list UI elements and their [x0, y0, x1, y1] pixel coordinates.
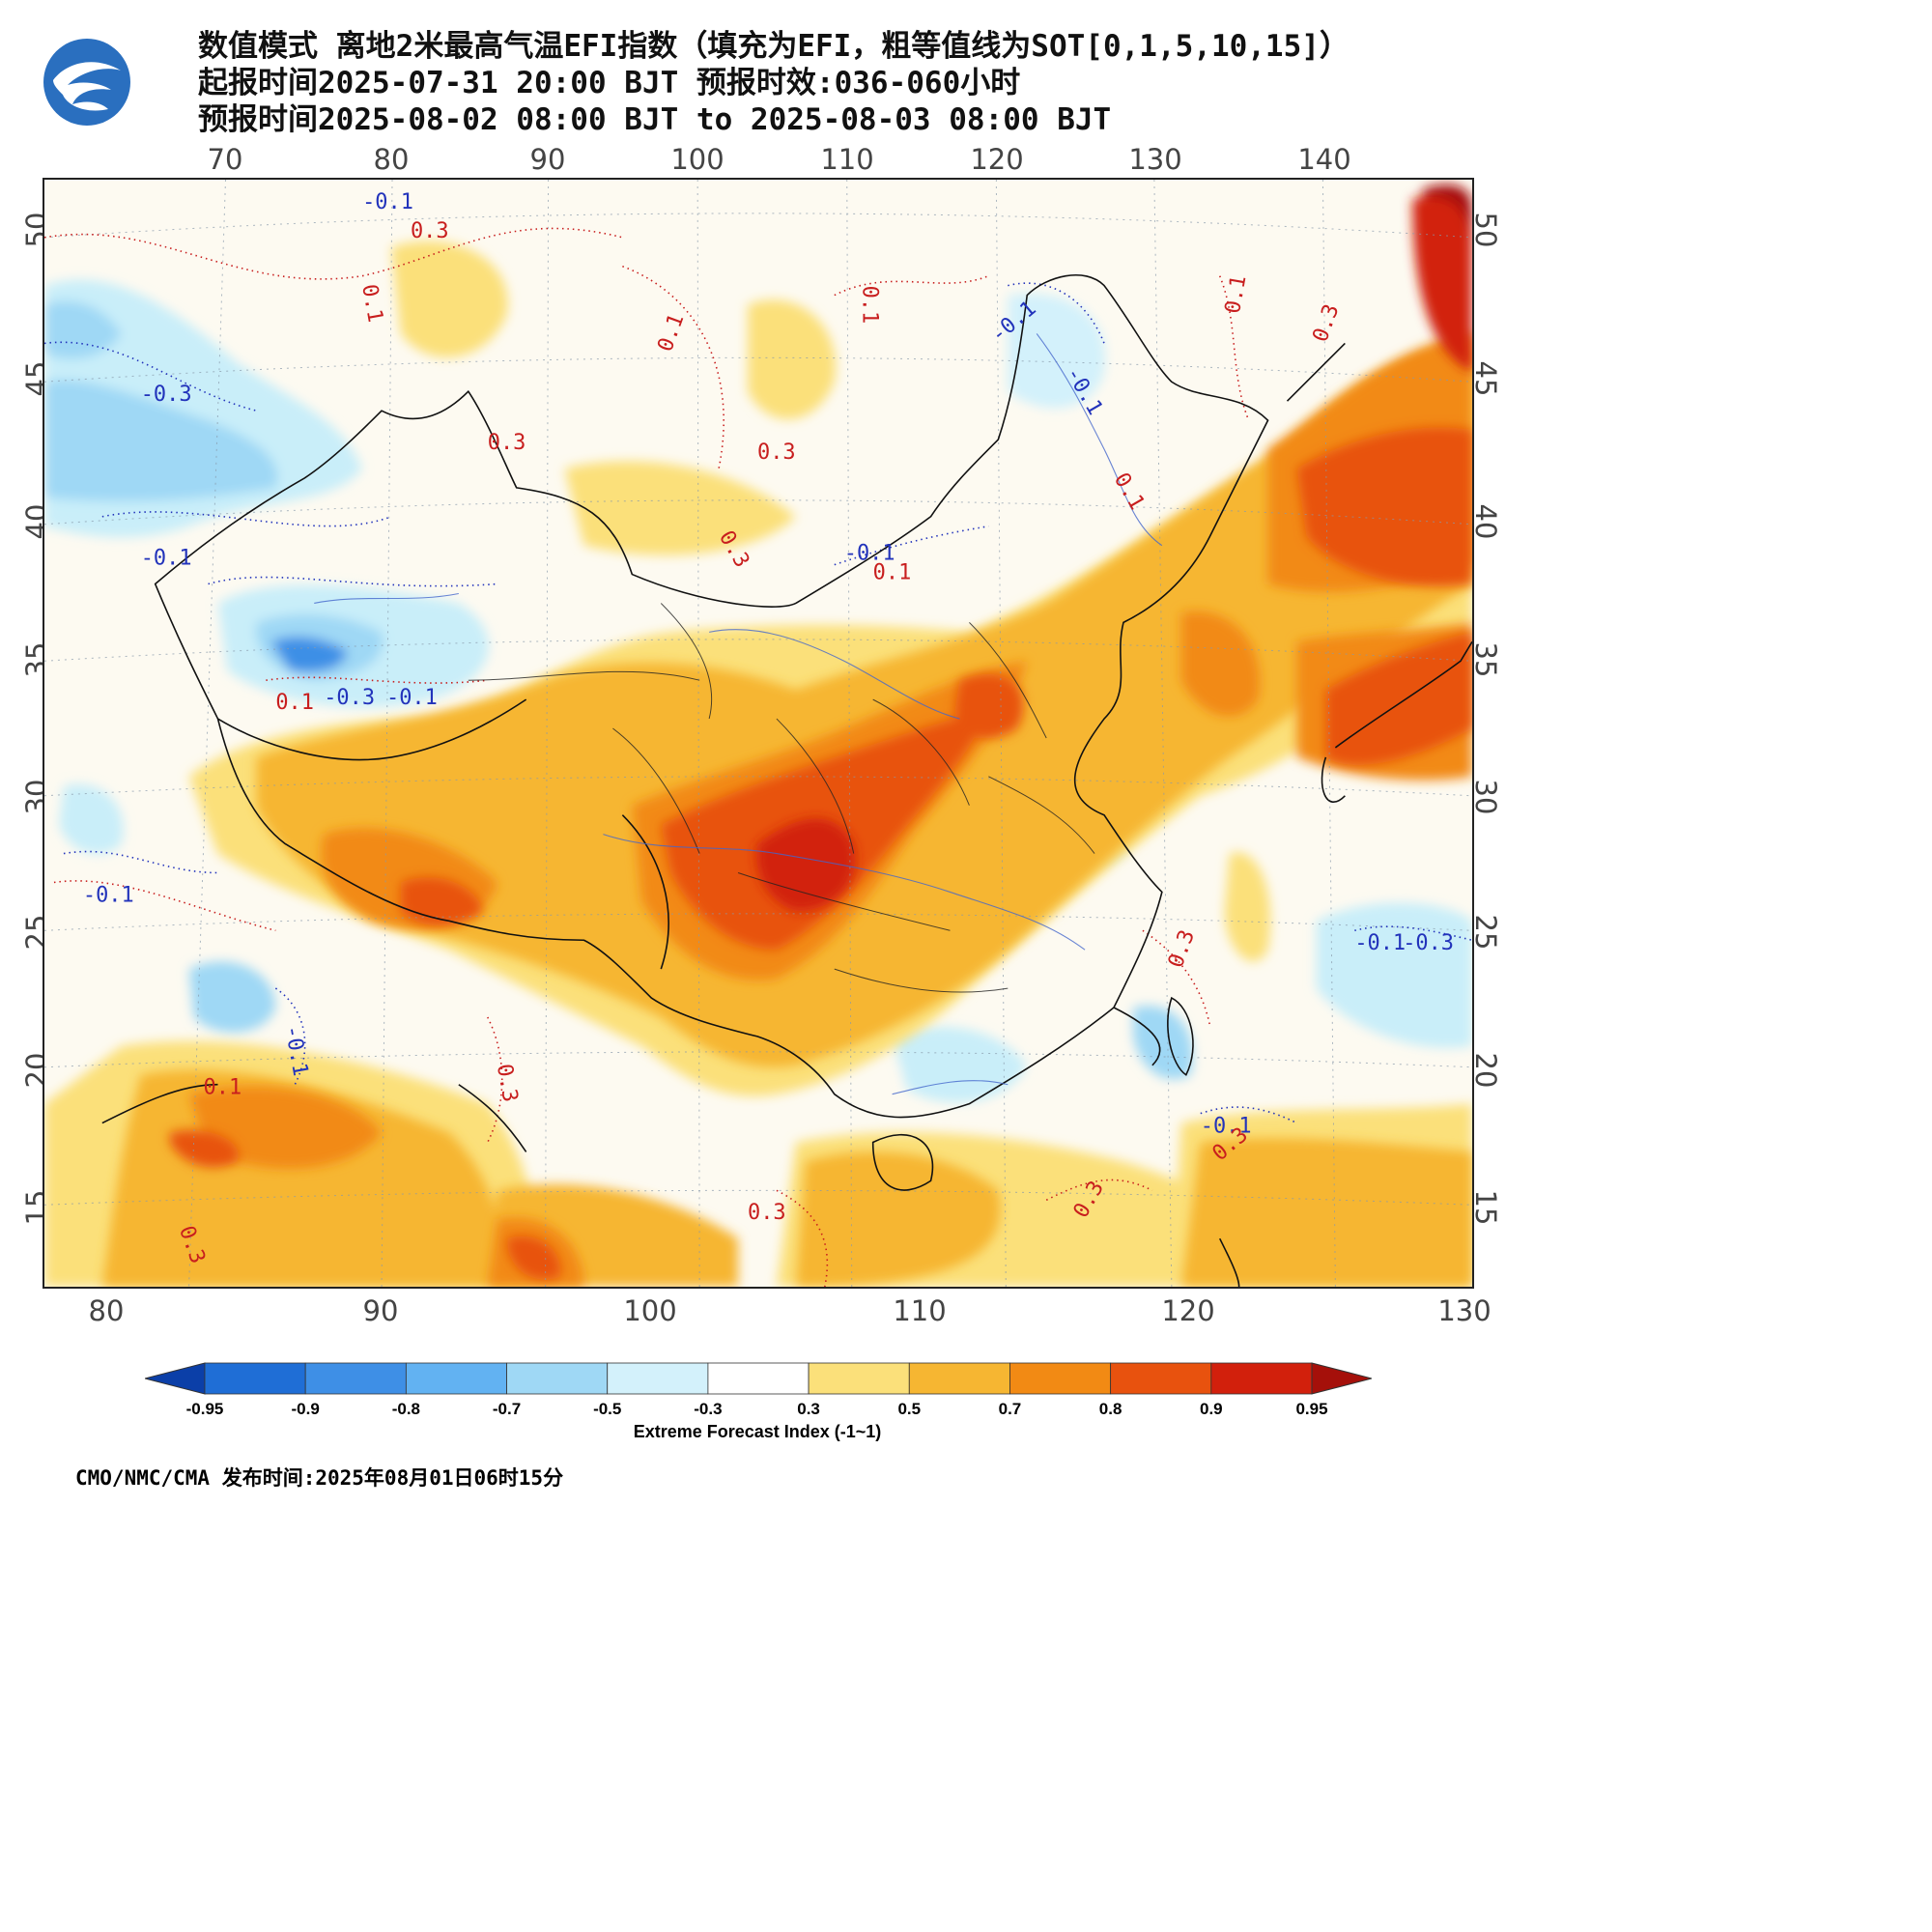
top-tick: 70 — [207, 143, 243, 176]
right-tick: 20 — [1469, 1052, 1502, 1089]
colorbar-segment — [808, 1362, 910, 1395]
right-tick: 45 — [1469, 360, 1502, 397]
colorbar-segment — [1009, 1362, 1112, 1395]
right-tick: 15 — [1469, 1189, 1502, 1226]
rivers — [314, 333, 1163, 1095]
colorbar-segment — [1110, 1362, 1212, 1395]
colorbar-segment — [204, 1362, 306, 1395]
contour-label: 0.1 — [204, 1076, 242, 1100]
colorbar-tick-label: -0.5 — [593, 1400, 622, 1418]
colorbar-tick-label: -0.9 — [291, 1400, 320, 1418]
map-title: 数值模式 离地2米最高气温EFI指数（填充为EFI，粗等值线为SOT[0,1,5… — [198, 29, 1350, 64]
contour-label: 0.1 — [858, 286, 882, 325]
contour-label: 0.1 — [275, 691, 314, 715]
colorbar-title: Extreme Forecast Index (-1~1) — [633, 1422, 882, 1441]
graticule — [44, 180, 1472, 1287]
right-tick: 40 — [1469, 503, 1502, 540]
country-borders — [101, 273, 1472, 1287]
colorbar-tick-label: -0.3 — [694, 1400, 723, 1418]
cma-logo — [43, 39, 130, 126]
colorbar-tick-label: -0.95 — [185, 1400, 224, 1418]
right-tick: 50 — [1469, 212, 1502, 248]
top-tick: 90 — [529, 143, 566, 176]
bottom-tick: 90 — [362, 1294, 399, 1327]
bottom-tick: 100 — [623, 1294, 677, 1327]
issue-info: CMO/NMC/CMA 发布时间:2025年08月01日06时15分 — [75, 1466, 564, 1490]
bottom-tick: 130 — [1437, 1294, 1492, 1327]
colorbar-segment — [405, 1362, 507, 1395]
contour-label: 0.3 — [411, 219, 449, 243]
valid-time: 预报时间2025-08-02 08:00 BJT to 2025-08-03 0… — [198, 102, 1112, 137]
colorbar — [145, 1362, 1372, 1395]
contour-label: 0.1 — [873, 561, 912, 585]
colorbar-tick-label: 0.7 — [998, 1400, 1022, 1418]
bottom-tick: 120 — [1161, 1294, 1215, 1327]
colorbar-tick-label: 0.8 — [1098, 1400, 1122, 1418]
contour-label: -0.3 — [324, 686, 375, 710]
contour-label: -0.1 — [386, 686, 438, 710]
contour-label: 0.3 — [748, 1201, 786, 1225]
contour-label: -0.1 — [362, 190, 413, 214]
colorbar-segment — [707, 1362, 810, 1395]
top-tick: 120 — [970, 143, 1024, 176]
colorbar-tick-label: 0.95 — [1295, 1400, 1328, 1418]
top-tick: 80 — [373, 143, 410, 176]
top-tick: 130 — [1128, 143, 1182, 176]
contour-label: -0.3 — [141, 383, 192, 407]
colorbar-min-arrow — [145, 1362, 206, 1395]
top-tick: 140 — [1297, 143, 1351, 176]
contour-label: 0.3 — [488, 431, 526, 455]
right-tick: 25 — [1469, 914, 1502, 951]
top-tick: 100 — [670, 143, 724, 176]
colorbar-tick-label: 0.5 — [897, 1400, 922, 1418]
init-time: 起报时间2025-07-31 20:00 BJT 预报时效:036-060小时 — [198, 66, 1021, 100]
province-borders — [468, 603, 1095, 993]
bottom-tick: 80 — [88, 1294, 125, 1327]
colorbar-segment — [908, 1362, 1010, 1395]
colorbar-segment — [304, 1362, 407, 1395]
contour-lines — [44, 227, 1472, 1287]
colorbar-max-arrow — [1311, 1362, 1372, 1395]
contour-label: -0.1 — [1354, 931, 1406, 955]
colorbar-tick-label: 0.3 — [797, 1400, 820, 1418]
efi-map[interactable]: -0.1 0.3 0.1 -0.3 0.3 0.1 0.3 0.1 0.3 -0… — [43, 178, 1474, 1289]
colorbar-tick-label: 0.9 — [1199, 1400, 1223, 1418]
efi-0.9-0.95-areas — [756, 185, 1472, 912]
contour-label: -0.1 — [141, 547, 192, 571]
right-tick: 30 — [1469, 779, 1502, 815]
colorbar-tick-label: -0.8 — [391, 1400, 421, 1418]
negative-efi-areas — [44, 279, 1472, 1103]
colorbar-segment — [506, 1362, 609, 1395]
top-tick: 110 — [820, 143, 874, 176]
bottom-tick: 110 — [893, 1294, 947, 1327]
contour-label: 0.3 — [757, 440, 796, 465]
contour-label: -0.3 — [1403, 931, 1454, 955]
right-tick: 35 — [1469, 641, 1502, 678]
colorbar-tick-label: -0.7 — [492, 1400, 522, 1418]
colorbar-segment — [607, 1362, 709, 1395]
colorbar-segment — [1210, 1362, 1313, 1395]
contour-label: -0.1 — [844, 542, 895, 566]
contour-label: -0.1 — [83, 883, 134, 907]
contour-label: -0.1 — [1201, 1115, 1252, 1139]
